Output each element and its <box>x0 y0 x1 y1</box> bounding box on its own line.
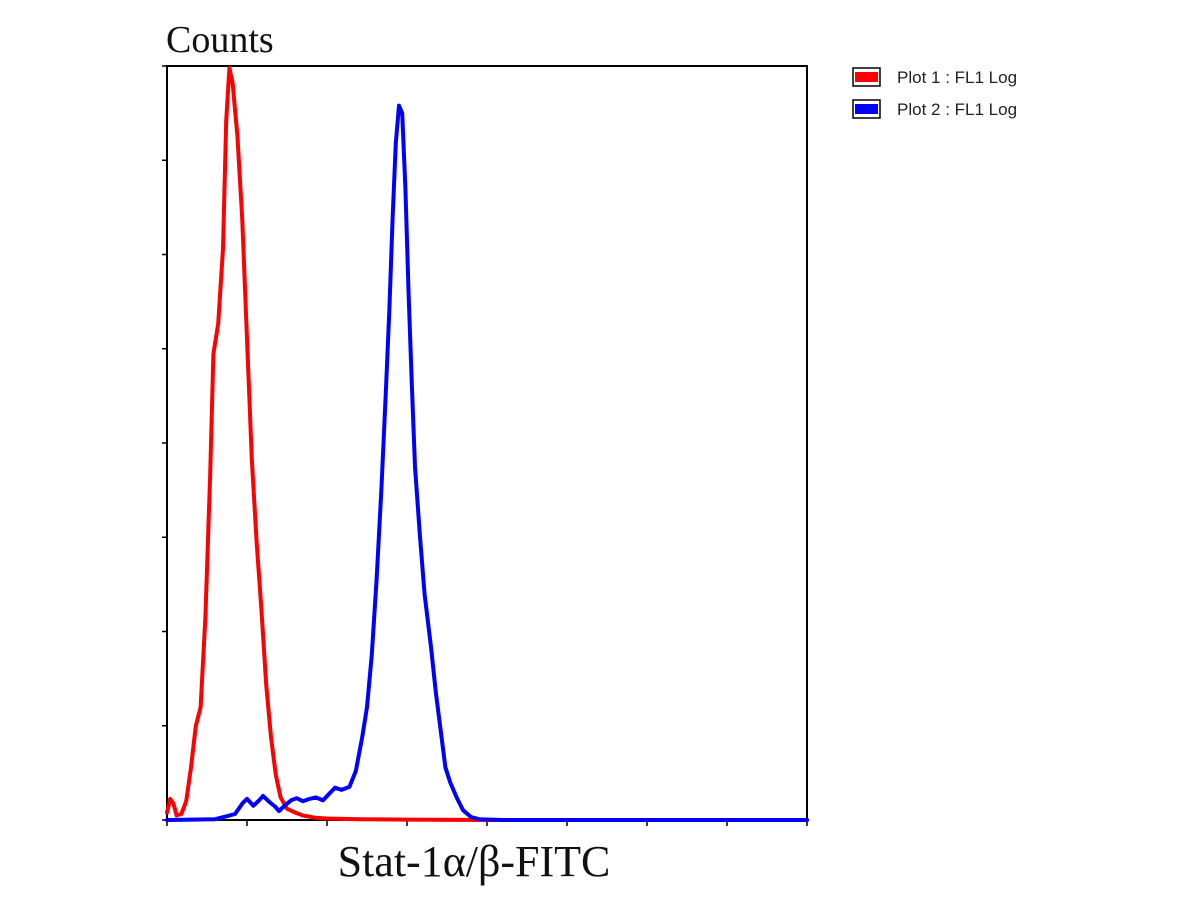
legend-swatch-color <box>855 72 878 82</box>
series-line-plot-1 <box>165 66 809 822</box>
legend-entry-plot-1: Plot 1 : FL1 Log <box>852 67 1017 87</box>
series-line-plot-2 <box>165 103 809 822</box>
x-axis-label: Stat-1α/β-FITC <box>338 837 611 886</box>
series-layer <box>165 66 809 822</box>
plot-frame <box>166 65 808 821</box>
legend: Plot 1 : FL1 Log Plot 2 : FL1 Log <box>852 67 1017 119</box>
legend-label: Plot 2 : FL1 Log <box>897 100 1017 119</box>
legend-label: Plot 1 : FL1 Log <box>897 68 1017 87</box>
legend-entry-plot-2: Plot 2 : FL1 Log <box>852 99 1017 119</box>
y-axis-label: Counts <box>166 19 274 61</box>
legend-swatch-color <box>855 104 878 114</box>
